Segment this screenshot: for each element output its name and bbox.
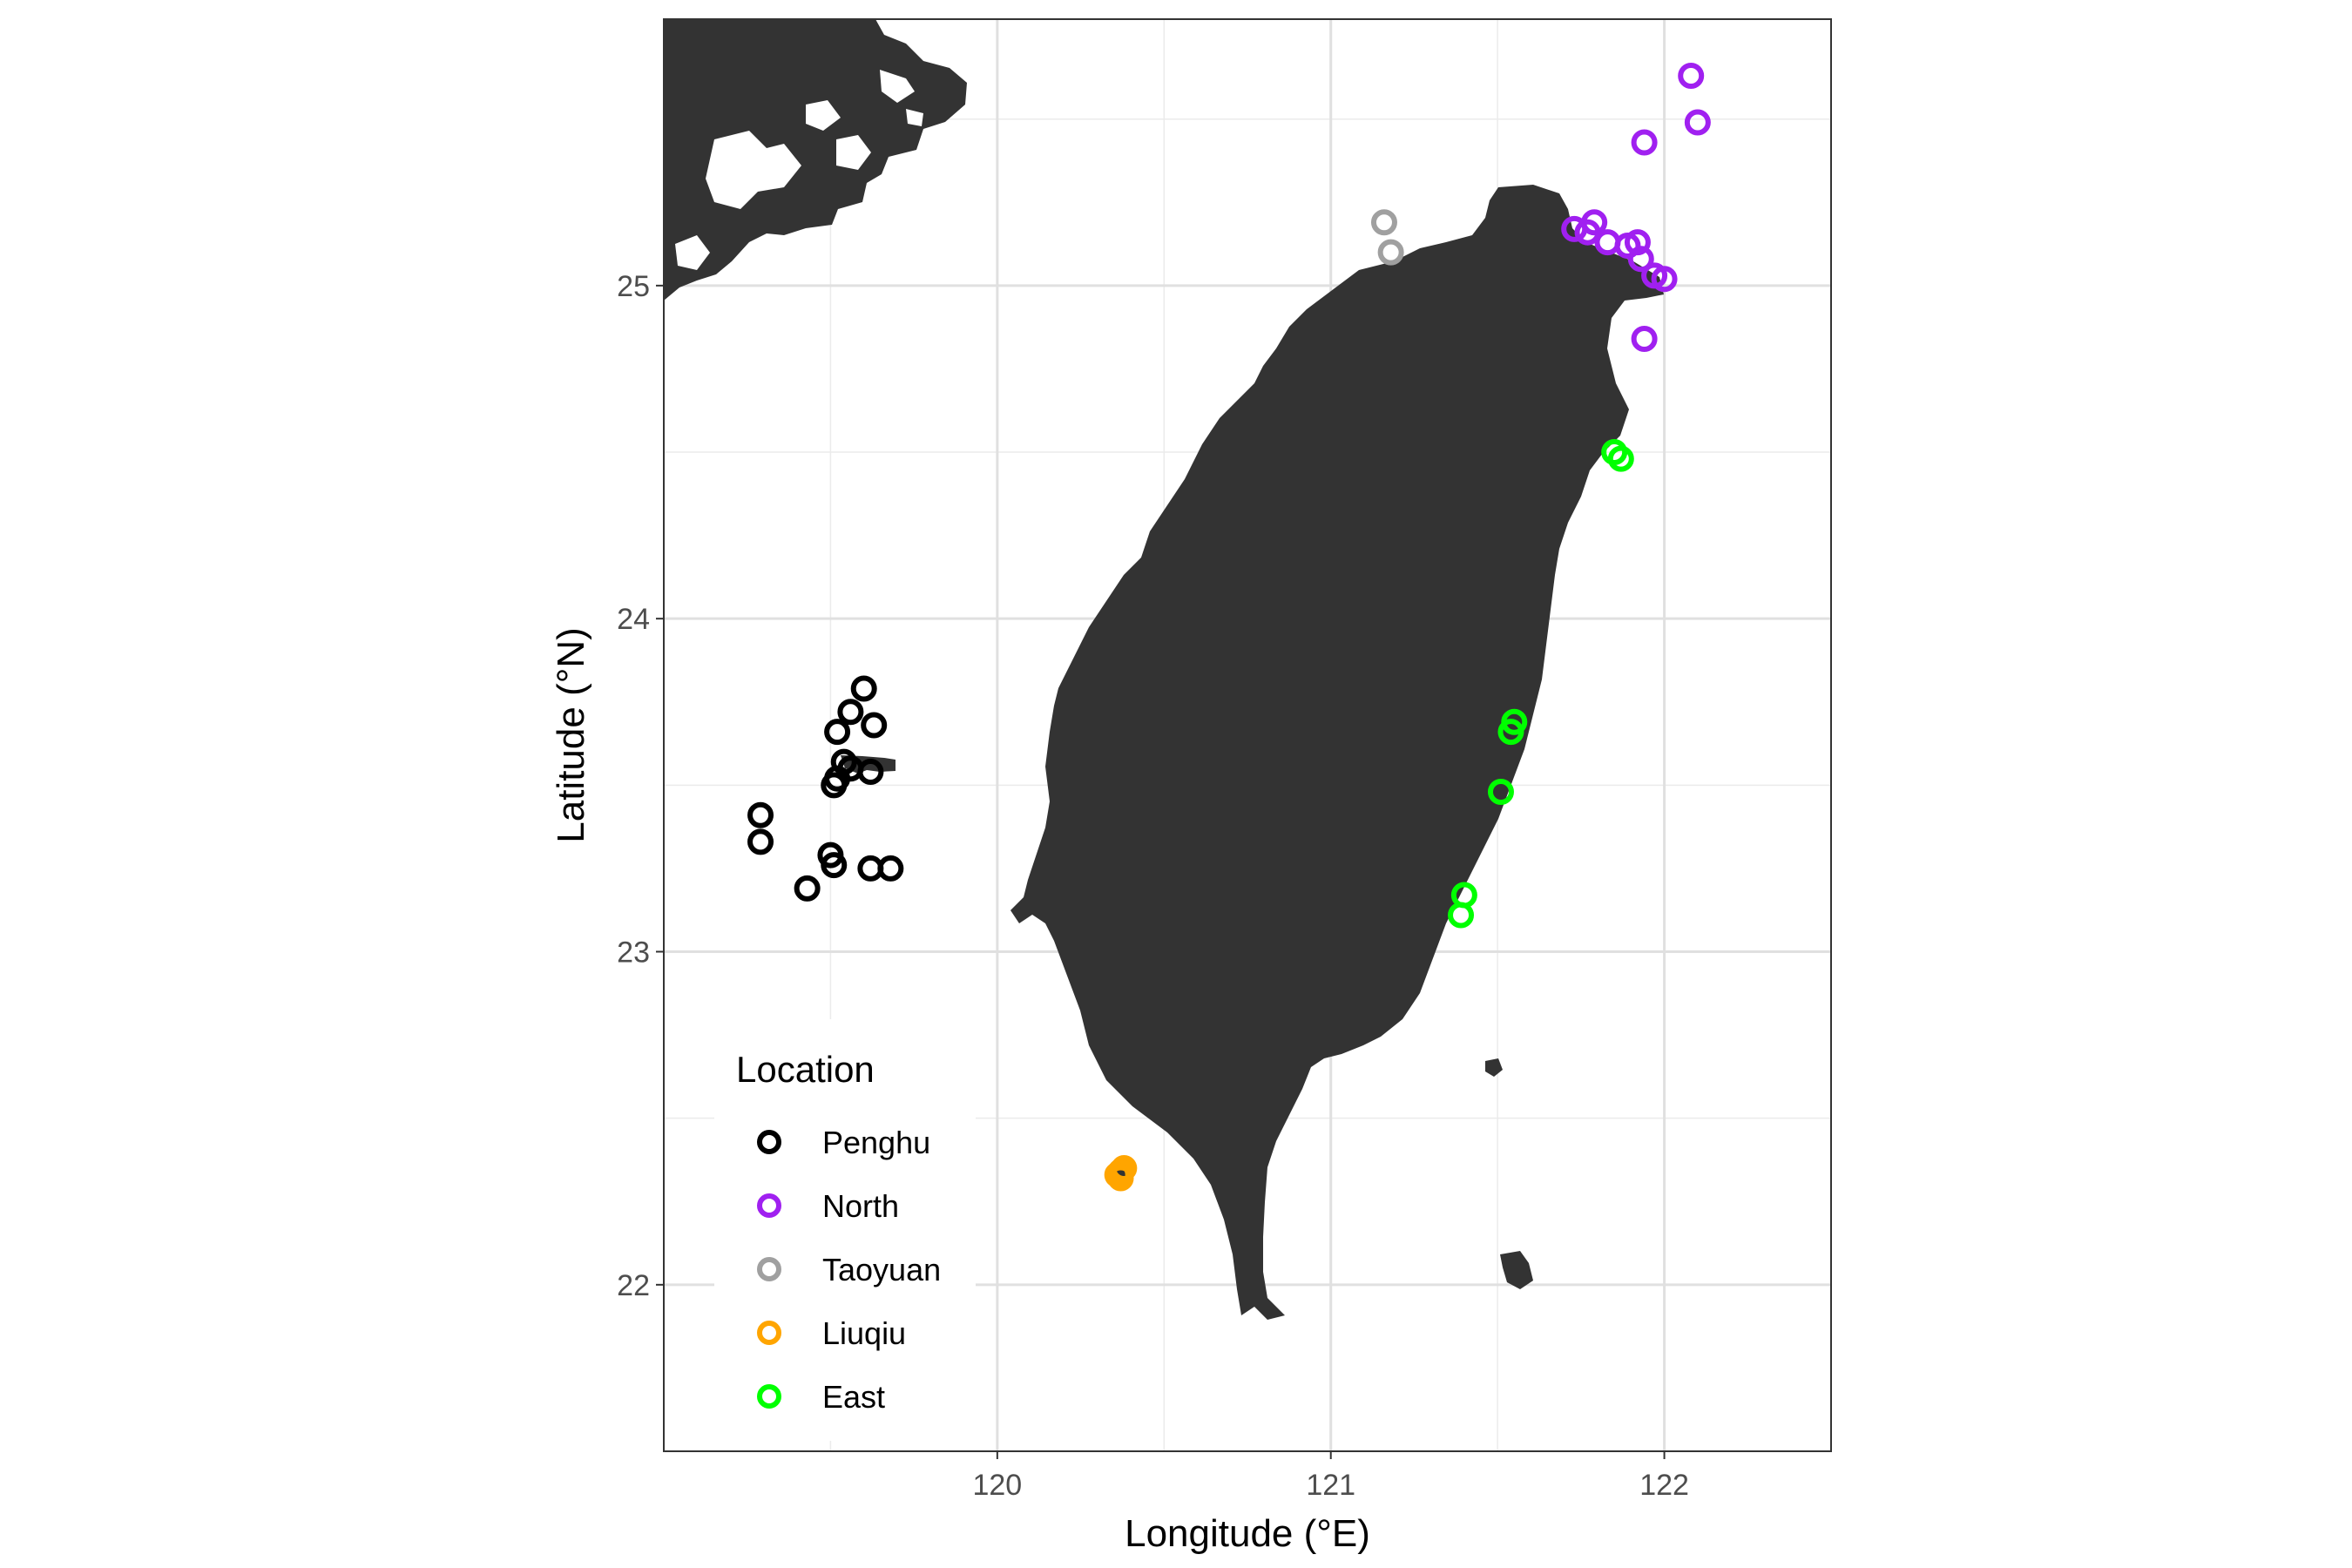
- point-north: [1684, 109, 1711, 136]
- legend-label: East: [822, 1379, 885, 1415]
- point-north: [1624, 229, 1651, 256]
- legend-key-icon: [757, 1321, 781, 1345]
- legend-key-icon: [757, 1130, 781, 1154]
- y-axis-title: Latitude (°N): [550, 627, 592, 842]
- y-tick-label: 22: [617, 1269, 650, 1302]
- point-north: [1561, 215, 1588, 242]
- point-penghu: [861, 712, 888, 739]
- x-axis-ticks: 120 121 122: [972, 1451, 1689, 1502]
- point-taoyuan: [1370, 209, 1397, 236]
- point-penghu: [877, 855, 904, 882]
- x-tick-label: 121: [1306, 1469, 1355, 1502]
- occurrence-points: [747, 62, 1711, 1192]
- point-liuqiu: [1107, 1165, 1134, 1192]
- x-tick-label: 120: [972, 1469, 1022, 1502]
- point-north: [1651, 266, 1678, 293]
- land-layer: [664, 19, 1664, 1320]
- legend-entry-taoyuan: Taoyuan: [757, 1252, 941, 1288]
- point-penghu: [821, 772, 848, 799]
- y-tick-label: 25: [617, 270, 650, 303]
- point-east: [1487, 778, 1514, 805]
- legend-key-icon: [757, 1193, 781, 1218]
- legend-entry-east: East: [757, 1379, 885, 1415]
- point-north: [1631, 326, 1658, 353]
- legend-key-icon: [757, 1257, 781, 1281]
- point-penghu: [747, 801, 774, 828]
- point-north: [1574, 219, 1601, 246]
- legend-background: [714, 1019, 976, 1441]
- x-tick-label: 122: [1639, 1469, 1689, 1502]
- orchid-island: [1500, 1251, 1533, 1289]
- point-penghu: [837, 699, 864, 726]
- point-penghu: [824, 719, 851, 746]
- y-axis-ticks: 22 23 24 25: [617, 270, 664, 1302]
- legend-label: Taoyuan: [822, 1252, 941, 1288]
- point-north: [1678, 62, 1705, 89]
- point-north: [1627, 246, 1654, 273]
- point-east: [1607, 445, 1634, 472]
- legend-key-icon: [757, 1384, 781, 1409]
- legend-label: North: [822, 1188, 899, 1224]
- point-penghu: [857, 759, 884, 786]
- legend-entries: Penghu North Taoyuan Liuqiu East: [757, 1125, 941, 1415]
- taiwan-island: [1010, 185, 1664, 1320]
- point-penghu: [747, 828, 774, 855]
- legend-entry-penghu: Penghu: [757, 1125, 930, 1160]
- y-tick-label: 24: [617, 603, 650, 636]
- legend-entry-liuqiu: Liuqiu: [757, 1315, 906, 1351]
- point-north: [1631, 129, 1658, 156]
- legend-entry-north: North: [757, 1188, 899, 1224]
- point-taoyuan: [1377, 239, 1404, 266]
- y-tick-label: 23: [617, 936, 650, 970]
- point-east: [1601, 439, 1628, 466]
- x-axis-title: Longitude (°E): [1125, 1512, 1370, 1555]
- green-island: [1485, 1058, 1503, 1077]
- point-penghu: [821, 852, 848, 879]
- legend: Location Penghu North Taoyuan Liuqiu East: [714, 1019, 976, 1441]
- legend-label: Penghu: [822, 1125, 930, 1160]
- panel-border: [663, 18, 1832, 1452]
- point-penghu: [850, 675, 877, 702]
- point-east: [1497, 719, 1524, 746]
- point-penghu: [794, 875, 821, 902]
- legend-title: Location: [736, 1049, 875, 1090]
- point-east: [1448, 902, 1475, 929]
- mainland-water-inlets: [675, 70, 923, 270]
- legend-label: Liuqiu: [822, 1315, 906, 1351]
